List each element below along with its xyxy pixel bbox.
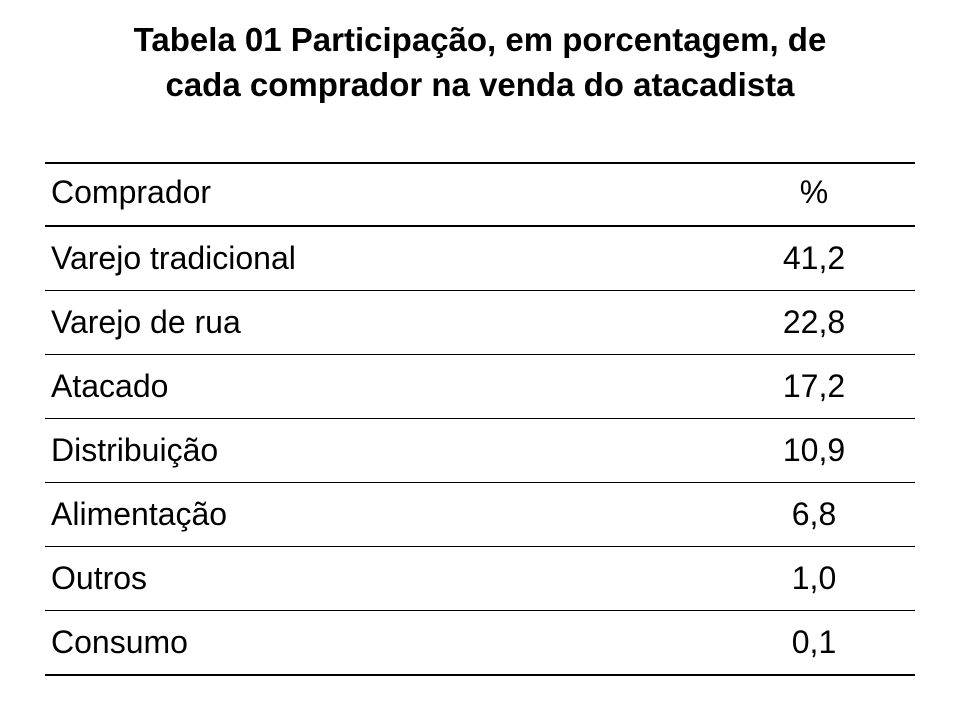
row-label: Outros: [45, 547, 713, 611]
row-value: 41,2: [713, 226, 915, 291]
title-line-2: cada comprador na venda do atacadista: [165, 66, 794, 103]
row-label: Consumo: [45, 611, 713, 676]
participation-table: Comprador % Varejo tradicional 41,2 Vare…: [45, 162, 915, 676]
row-label: Atacado: [45, 355, 713, 419]
table-row: Alimentação 6,8: [45, 483, 915, 547]
row-value: 22,8: [713, 291, 915, 355]
table-row: Consumo 0,1: [45, 611, 915, 676]
table-title: Tabela 01 Participação, em porcentagem, …: [45, 18, 915, 107]
table-row: Varejo de rua 22,8: [45, 291, 915, 355]
table-row: Varejo tradicional 41,2: [45, 226, 915, 291]
row-label: Distribuição: [45, 419, 713, 483]
row-value: 0,1: [713, 611, 915, 676]
row-label: Varejo tradicional: [45, 226, 713, 291]
row-value: 1,0: [713, 547, 915, 611]
title-line-1: Tabela 01 Participação, em porcentagem, …: [134, 21, 827, 58]
col-header-percent: %: [713, 163, 915, 226]
row-label: Varejo de rua: [45, 291, 713, 355]
col-header-comprador: Comprador: [45, 163, 713, 226]
table-header-row: Comprador %: [45, 163, 915, 226]
row-value: 17,2: [713, 355, 915, 419]
row-value: 6,8: [713, 483, 915, 547]
table-row: Atacado 17,2: [45, 355, 915, 419]
row-label: Alimentação: [45, 483, 713, 547]
page: Tabela 01 Participação, em porcentagem, …: [0, 0, 960, 676]
row-value: 10,9: [713, 419, 915, 483]
table-row: Outros 1,0: [45, 547, 915, 611]
table-row: Distribuição 10,9: [45, 419, 915, 483]
